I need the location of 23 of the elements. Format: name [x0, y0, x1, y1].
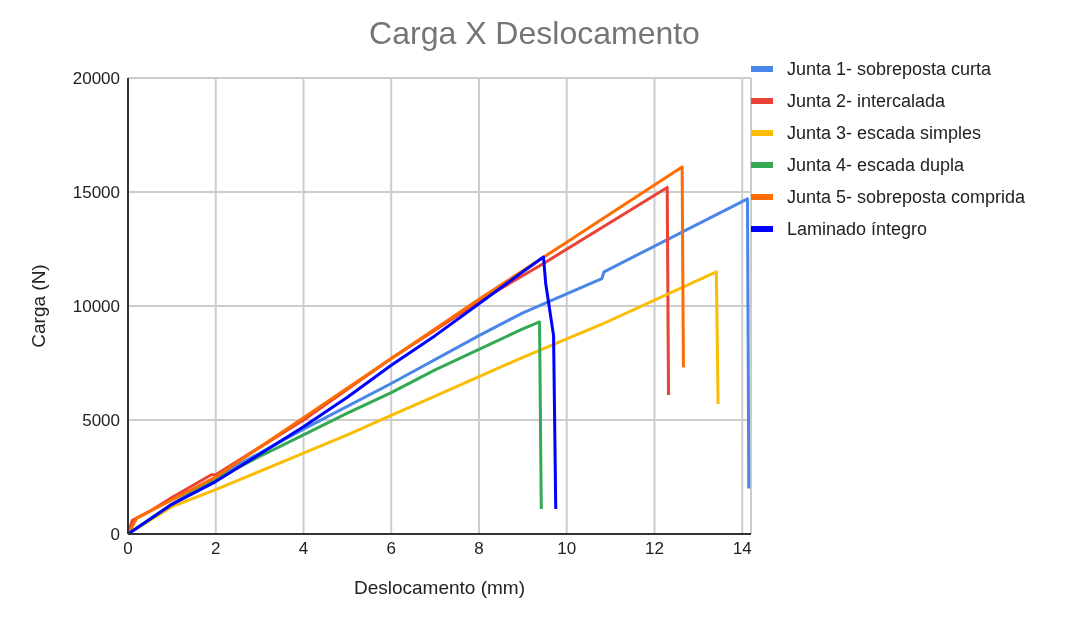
- chart-title: Carga X Deslocamento: [368, 14, 701, 53]
- x-tick-label: 4: [298, 539, 309, 559]
- y-axis-title: Carga (N): [27, 264, 49, 348]
- y-tick-label: 5000: [82, 411, 120, 431]
- line-series: [128, 255, 558, 534]
- x-tick-label: 14: [732, 539, 752, 559]
- x-tick-label: 10: [557, 539, 577, 559]
- legend-label: Junta 2- intercalada: [787, 90, 947, 112]
- x-axis-title: Deslocamento (mm): [353, 577, 526, 598]
- x-tick-label: 12: [645, 539, 664, 559]
- x-tick-label: 6: [386, 539, 396, 559]
- y-tick-label: 20000: [72, 69, 120, 89]
- x-tick-label: 0: [123, 539, 133, 559]
- y-tick-label: 15000: [72, 183, 120, 203]
- y-tick-label: 0: [110, 525, 120, 545]
- x-tick-label: 8: [474, 539, 484, 559]
- legend-label: Junta 3- escada simples: [787, 122, 983, 144]
- legend-label: Junta 1- sobreposta curta: [787, 58, 993, 80]
- legend-label: Junta 4- escada dupla: [787, 154, 966, 176]
- legend-label: Junta 5- sobreposta comprida: [787, 186, 1027, 208]
- legend-label: Laminado íntegro: [787, 218, 929, 240]
- y-tick-label: 10000: [72, 297, 120, 317]
- x-tick-label: 2: [211, 539, 221, 559]
